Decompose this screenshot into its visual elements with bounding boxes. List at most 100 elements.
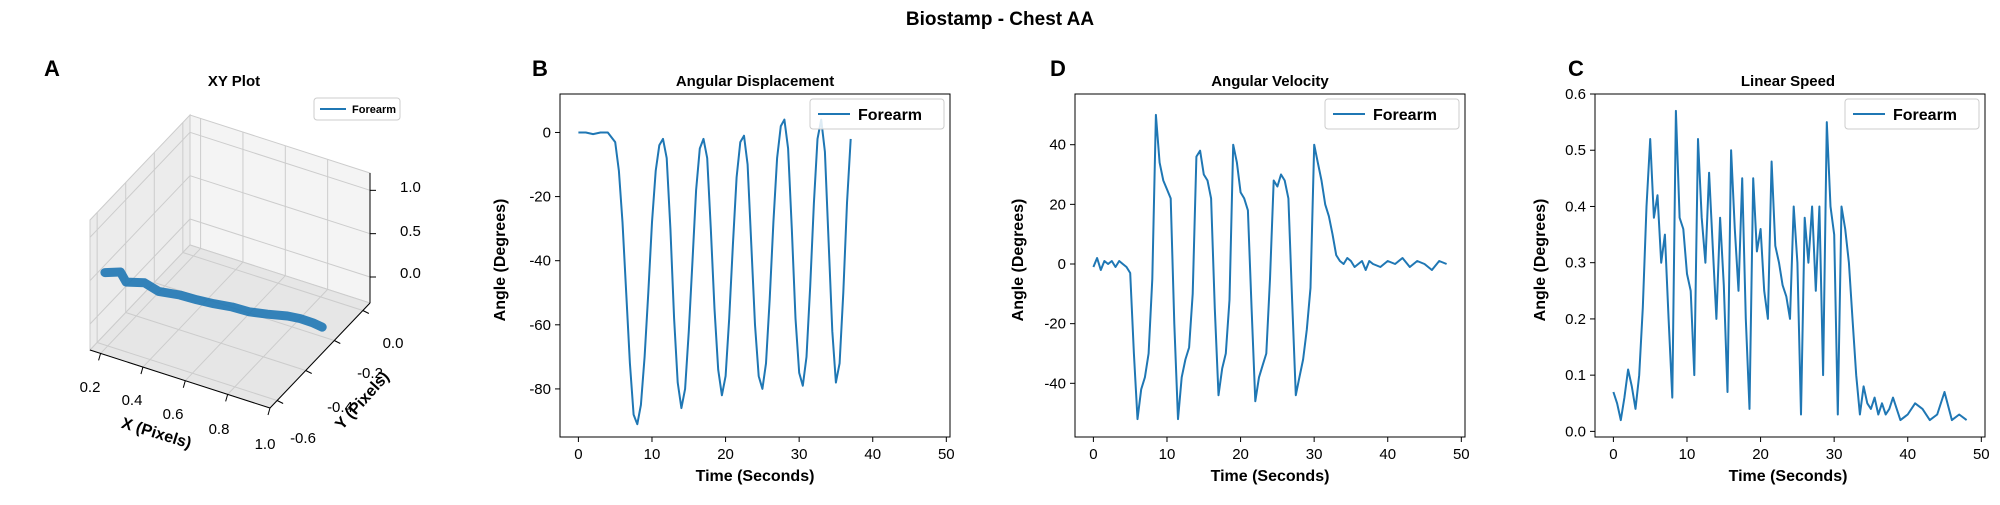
x-tick-mark: [140, 366, 144, 375]
legend: Forearm: [1324, 98, 1460, 130]
grid-line: [189, 218, 371, 278]
legend-frame: [313, 97, 401, 121]
grid-line: [89, 131, 191, 238]
x-tick-mark: [182, 380, 186, 388]
y-axis-line: [269, 302, 371, 409]
y-tick-mark: [362, 310, 370, 314]
y-tick-label: 0.2: [1565, 311, 1586, 328]
panel-title: Linear Speed: [1741, 73, 1835, 90]
x-tick-label: 40: [1899, 446, 1916, 463]
z-tick-labels: 0.0 0.5 1.0: [400, 179, 421, 282]
x-tick-label: 1.0: [255, 436, 276, 453]
x-tick-label: 30: [791, 446, 808, 463]
panel-d: D Angular Velocity Time (Seconds) Angle …: [1010, 56, 1470, 485]
x-tick-label: 30: [1826, 446, 1843, 463]
y-tick-label: 0.0: [1565, 423, 1586, 440]
legend-frame: [809, 98, 945, 130]
panel-letter: B: [532, 56, 548, 81]
panel-c: C Linear Speed Time (Seconds) Angle (Deg…: [1532, 56, 1990, 485]
x-tick-label: 40: [1379, 446, 1396, 463]
grid-line: [189, 131, 371, 191]
y-tick-mark: [334, 340, 341, 344]
y-tick-label: 0.3: [1565, 255, 1586, 272]
x-tick-mark: [225, 394, 229, 402]
grid-line: [182, 252, 364, 311]
y-tick-label: -0.6: [290, 430, 316, 447]
panel-a: A XY Plot 0.2 0.4 0.6 0.8 1.0 X (Pixels)…: [44, 56, 421, 453]
legend-label: Forearm: [858, 107, 922, 124]
grid-line: [89, 218, 191, 325]
legend-label: Forearm: [1373, 107, 1437, 124]
x-tick-label: 0: [1089, 446, 1097, 463]
x-tick-label: 20: [1752, 446, 1769, 463]
x-tick-label: 10: [1679, 446, 1696, 463]
grid-line: [96, 342, 278, 401]
x-tick-label: 40: [864, 446, 881, 463]
panel-b: B Angular Displacement Time (Seconds) An…: [492, 56, 955, 485]
z-tick-label: 1.0: [400, 179, 421, 196]
grid-line: [227, 289, 329, 395]
plot-area: [559, 93, 951, 438]
x-tick-label: 50: [1973, 446, 1990, 463]
y-axis-label: Angle (Degrees): [492, 199, 509, 322]
y-tick-label: 40: [1049, 137, 1066, 154]
y-tick-label: 0.5: [1565, 142, 1586, 159]
plot-area: [1074, 93, 1466, 438]
y-tick-mark: [305, 370, 312, 374]
series-line-forearm: [578, 118, 852, 426]
grid-line: [142, 261, 244, 368]
grid-line: [89, 175, 191, 282]
y-axis-label: Angle (Degrees): [1532, 199, 1549, 322]
grid-line: [125, 312, 306, 371]
y-tick-labels: 0.0 -0.2 -0.4 -0.6: [290, 335, 403, 447]
plot-area: [1594, 93, 1986, 438]
legend: Forearm: [313, 97, 401, 121]
x-tick-label: 20: [717, 446, 734, 463]
y-tick-label: -60: [529, 317, 551, 334]
panel-title: Angular Displacement: [676, 73, 834, 90]
3d-axes: [89, 113, 376, 416]
x-axis-label: Time (Seconds): [1211, 468, 1330, 485]
panel-letter: D: [1050, 56, 1066, 81]
x-tick-label: 0: [574, 446, 582, 463]
x-tick-label: 0.2: [80, 379, 101, 396]
y-tick-label: -20: [1044, 316, 1066, 333]
z-tick-label: 0.0: [400, 265, 421, 282]
x-tick-label: 50: [1453, 446, 1470, 463]
series-line-forearm: [100, 267, 327, 332]
y-tick-label: -80: [529, 381, 551, 398]
panel-letter: C: [1568, 56, 1584, 81]
x-tick-label: 0: [1609, 446, 1617, 463]
series-line-forearm: [1092, 113, 1447, 421]
grid-line: [189, 175, 371, 235]
z-tick-label: 0.5: [400, 223, 421, 240]
legend: Forearm: [1844, 98, 1980, 130]
x-axis-label: Time (Seconds): [1729, 468, 1848, 485]
x-tick-label: 10: [1159, 446, 1176, 463]
x-tick-label: 10: [644, 446, 661, 463]
y-tick-label: 0.0: [383, 335, 404, 352]
x-tick-label: 0.6: [163, 406, 184, 423]
y-tick-label: 20: [1049, 196, 1066, 213]
legend-frame: [1324, 98, 1460, 130]
x-tick-label: 50: [938, 446, 955, 463]
x-tick-label: 30: [1306, 446, 1323, 463]
x-axis-line: [89, 349, 271, 409]
y-axis-label: Angle (Degrees): [1010, 199, 1027, 322]
panel-letter: A: [44, 56, 60, 81]
y-tick-label: -0.4: [327, 399, 353, 416]
x-tick-mark: [98, 353, 102, 361]
x-tick-mark: [267, 407, 271, 416]
y-tick-mark: [276, 400, 284, 404]
y-tick-label: 0.4: [1565, 198, 1586, 215]
series-line-forearm: [1612, 109, 1968, 422]
figure-title: Biostamp - Chest AA: [906, 9, 1095, 30]
x-tick-label: 20: [1232, 446, 1249, 463]
y-tick-label: 0.1: [1565, 367, 1586, 384]
panel-title: XY Plot: [208, 73, 260, 90]
y-tick-label: 0: [1058, 256, 1066, 273]
x-axis-label: Time (Seconds): [696, 468, 815, 485]
legend: Forearm: [809, 98, 945, 130]
